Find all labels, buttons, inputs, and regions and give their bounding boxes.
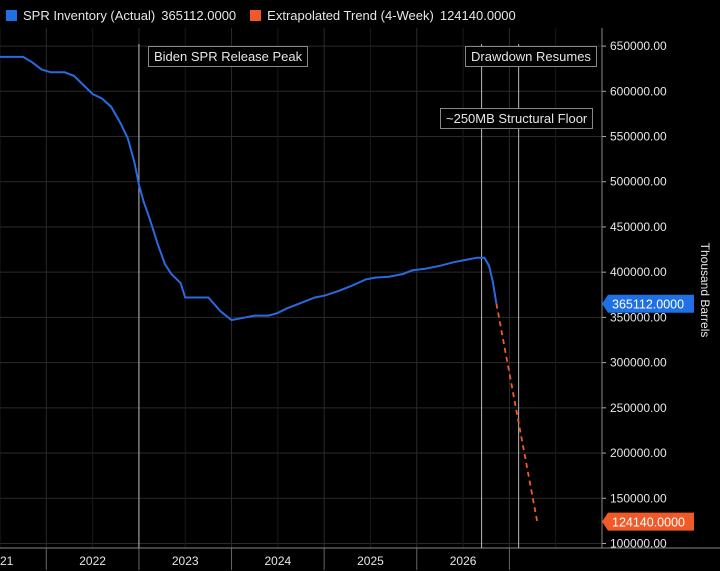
y-tick-label: 350000.00 — [610, 310, 667, 324]
last-value-marker — [602, 294, 694, 313]
legend-value-trend: 124140.0000 — [439, 7, 516, 23]
y-tick-label: 600000.00 — [610, 84, 667, 98]
legend-swatch-trend — [250, 9, 262, 21]
legend: SPR Inventory (Actual) 365112.0000 Extra… — [6, 6, 530, 24]
y-tick-label: 250000.00 — [610, 401, 667, 415]
y-tick-label: 100000.00 — [610, 536, 667, 550]
legend-swatch-actual — [6, 9, 17, 21]
series-line-actual — [0, 55, 498, 322]
last-value-label: 124140.0000 — [612, 516, 685, 530]
y-tick-label: 550000.00 — [610, 130, 667, 144]
x-tick-label: 2024 — [264, 554, 291, 568]
last-value-label: 365112.0000 — [612, 298, 684, 312]
y-tick-label: 450000.00 — [610, 220, 667, 234]
y-tick-label: 500000.00 — [610, 175, 667, 189]
y-tick-label: 300000.00 — [610, 356, 667, 370]
x-tick-label: 2023 — [172, 554, 199, 568]
y-tick-label: 400000.00 — [610, 265, 667, 279]
legend-label-actual: SPR Inventory (Actual) — [23, 7, 156, 23]
y-axis-label: Thousand Barrels — [698, 242, 712, 338]
y-tick-label: 150000.00 — [610, 491, 667, 505]
series-line-trend — [495, 303, 539, 522]
x-tick-label: 2022 — [79, 554, 106, 568]
legend-item-actual[interactable]: SPR Inventory (Actual) 365112.0000 — [6, 8, 236, 23]
legend-label-trend: Extrapolated Trend (4-Week) — [267, 7, 434, 23]
x-tick-label: 2025 — [357, 554, 384, 568]
annotation-floor: ~250MB Structural Floor — [440, 108, 594, 129]
y-tick-label: 200000.00 — [610, 446, 667, 460]
annotation-drawdown: Drawdown Resumes — [465, 46, 597, 67]
annotation-biden-peak: Biden SPR Release Peak — [148, 46, 309, 67]
y-tick-label: 650000.00 — [610, 39, 667, 53]
x-tick-label: 2026 — [450, 554, 477, 568]
x-tick-label: 2021 — [0, 554, 14, 568]
legend-value-actual: 365112.0000 — [161, 7, 237, 23]
legend-item-trend[interactable]: Extrapolated Trend (4-Week) 124140.0000 — [250, 8, 516, 23]
last-value-marker — [602, 512, 694, 531]
